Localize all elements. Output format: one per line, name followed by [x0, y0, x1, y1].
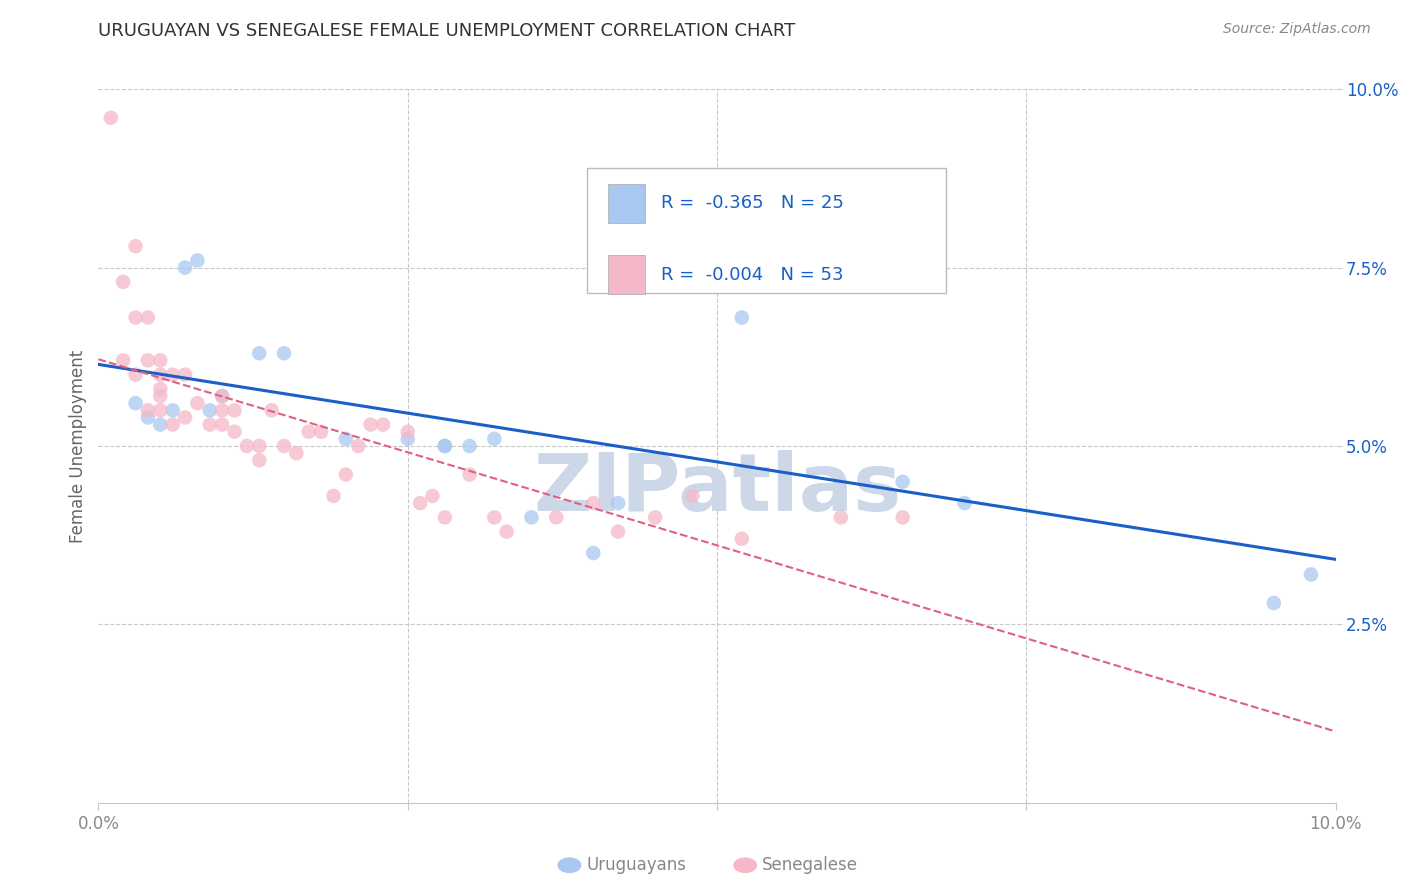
- FancyBboxPatch shape: [609, 255, 645, 294]
- Point: [335, 467, 357, 482]
- Text: R =  -0.365   N = 25: R = -0.365 N = 25: [661, 194, 844, 212]
- Point: [124, 239, 146, 253]
- Point: [309, 425, 332, 439]
- Point: [322, 489, 344, 503]
- Point: [607, 496, 630, 510]
- Point: [162, 417, 184, 432]
- Point: [149, 389, 172, 403]
- Point: [247, 439, 270, 453]
- Point: [124, 396, 146, 410]
- Point: [298, 425, 321, 439]
- Point: [186, 253, 208, 268]
- Point: [211, 389, 233, 403]
- Text: URUGUAYAN VS SENEGALESE FEMALE UNEMPLOYMENT CORRELATION CHART: URUGUAYAN VS SENEGALESE FEMALE UNEMPLOYM…: [98, 22, 796, 40]
- Point: [174, 368, 197, 382]
- Point: [162, 403, 184, 417]
- Point: [136, 353, 159, 368]
- Point: [582, 496, 605, 510]
- Point: [731, 310, 754, 325]
- Point: [409, 496, 432, 510]
- Point: [211, 417, 233, 432]
- Point: [285, 446, 308, 460]
- Point: [260, 403, 283, 417]
- Point: [422, 489, 444, 503]
- Point: [433, 439, 456, 453]
- Point: [484, 510, 506, 524]
- FancyBboxPatch shape: [609, 184, 645, 223]
- Point: [224, 425, 246, 439]
- Point: [174, 260, 197, 275]
- Point: [124, 310, 146, 325]
- Point: [484, 432, 506, 446]
- Point: [112, 275, 135, 289]
- Point: [953, 496, 976, 510]
- Point: [607, 524, 630, 539]
- Point: [100, 111, 122, 125]
- Point: [211, 389, 233, 403]
- Point: [136, 310, 159, 325]
- Point: [433, 439, 456, 453]
- Point: [706, 239, 728, 253]
- Point: [495, 524, 517, 539]
- Point: [174, 410, 197, 425]
- Point: [335, 432, 357, 446]
- Point: [891, 475, 914, 489]
- Point: [136, 410, 159, 425]
- Point: [149, 417, 172, 432]
- Point: [236, 439, 259, 453]
- Point: [681, 489, 703, 503]
- Text: R =  -0.004   N = 53: R = -0.004 N = 53: [661, 266, 844, 284]
- Point: [186, 396, 208, 410]
- Point: [149, 403, 172, 417]
- Point: [1263, 596, 1285, 610]
- Point: [458, 439, 481, 453]
- Point: [211, 403, 233, 417]
- Point: [198, 417, 221, 432]
- Point: [891, 510, 914, 524]
- Point: [644, 510, 666, 524]
- Point: [124, 368, 146, 382]
- Point: [149, 353, 172, 368]
- FancyBboxPatch shape: [588, 168, 946, 293]
- Point: [273, 439, 295, 453]
- Point: [112, 353, 135, 368]
- Point: [198, 403, 221, 417]
- Text: Senegalese: Senegalese: [762, 856, 858, 874]
- Point: [149, 382, 172, 396]
- Point: [830, 510, 852, 524]
- Point: [224, 403, 246, 417]
- Point: [546, 510, 568, 524]
- Point: [731, 532, 754, 546]
- Point: [582, 546, 605, 560]
- Point: [247, 346, 270, 360]
- Point: [433, 510, 456, 524]
- Text: ZIPatlas: ZIPatlas: [533, 450, 901, 528]
- Point: [371, 417, 394, 432]
- Point: [162, 368, 184, 382]
- Point: [360, 417, 382, 432]
- Point: [273, 346, 295, 360]
- Point: [136, 403, 159, 417]
- Point: [347, 439, 370, 453]
- Text: Uruguayans: Uruguayans: [586, 856, 686, 874]
- Y-axis label: Female Unemployment: Female Unemployment: [69, 350, 87, 542]
- Point: [396, 432, 419, 446]
- Text: Source: ZipAtlas.com: Source: ZipAtlas.com: [1223, 22, 1371, 37]
- Point: [520, 510, 543, 524]
- Point: [1299, 567, 1322, 582]
- Point: [149, 368, 172, 382]
- Point: [247, 453, 270, 467]
- Point: [458, 467, 481, 482]
- Point: [396, 425, 419, 439]
